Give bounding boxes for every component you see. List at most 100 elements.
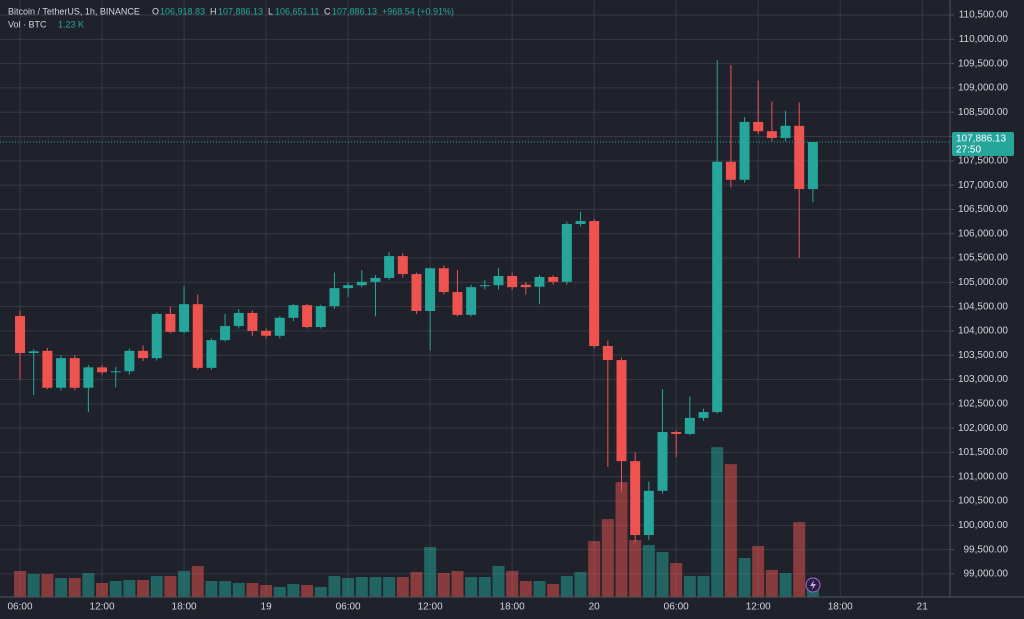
volume-bar <box>519 581 532 597</box>
candle-body <box>165 313 176 332</box>
volume-bar <box>410 572 423 597</box>
volume-name: Vol · BTC <box>8 19 47 29</box>
volume-bar <box>27 574 40 597</box>
volume-bar <box>287 584 300 597</box>
volume-bar <box>41 574 54 597</box>
volume-bar <box>670 563 683 597</box>
candle-body <box>466 287 477 315</box>
y-tick-label: 101,500.00 <box>958 447 1008 458</box>
volume-bar <box>260 585 273 597</box>
candle-body <box>124 350 135 372</box>
y-tick-label: 108,500.00 <box>958 107 1008 118</box>
volume-bar <box>683 576 696 597</box>
change: +968.54 (+0.91%) <box>382 6 454 16</box>
volume-bar <box>478 577 491 597</box>
candle-body <box>384 256 395 278</box>
candle-body <box>575 221 586 224</box>
x-tick-label: 12:00 <box>90 602 115 613</box>
x-tick-label: 12:00 <box>418 602 443 613</box>
y-tick-label: 103,000.00 <box>958 374 1008 385</box>
x-tick-label: 18:00 <box>828 602 853 613</box>
x-tick-label: 06:00 <box>8 602 33 613</box>
open-label: O <box>152 6 159 16</box>
volume-bar <box>246 583 259 597</box>
volume-bar <box>451 571 464 597</box>
volume-bar <box>178 571 191 597</box>
y-tick-label: 99,500.00 <box>964 544 1009 555</box>
volume-bar <box>697 576 710 597</box>
high-value: 107,886.13 <box>218 6 263 16</box>
volume-bar <box>779 573 792 597</box>
open-value: 106,918.83 <box>160 6 205 16</box>
candle-body <box>343 285 354 289</box>
candle-body <box>83 367 94 388</box>
volume-bar <box>711 447 724 597</box>
candle-body <box>589 221 600 346</box>
volume-bar <box>437 573 450 597</box>
volume-bar <box>342 578 355 597</box>
volume-bar <box>14 571 27 597</box>
volume-bar <box>68 578 81 597</box>
candle-body <box>15 315 26 354</box>
last-price-box <box>952 132 1014 157</box>
volume-bar <box>232 583 245 597</box>
candle-body <box>261 330 272 336</box>
candle-body <box>288 305 299 318</box>
header: Bitcoin / TetherUS, 1h, BINANCE O 106,91… <box>8 6 454 29</box>
y-tick-label: 109,000.00 <box>958 83 1008 94</box>
candle-body <box>69 358 80 388</box>
candle-body <box>356 281 367 286</box>
candle-body <box>698 412 709 418</box>
symbol: Bitcoin / TetherUS, 1h, BINANCE <box>8 6 140 16</box>
volume-bar <box>328 576 341 597</box>
y-tick-label: 110,000.00 <box>959 34 1009 45</box>
y-tick-label: 106,500.00 <box>958 204 1008 215</box>
volume-bar <box>273 587 286 597</box>
y-tick-label: 107,000.00 <box>958 180 1008 191</box>
candle-body <box>315 306 326 328</box>
y-tick-label: 106,000.00 <box>958 228 1008 239</box>
y-tick-label: 109,500.00 <box>958 58 1008 69</box>
candle-body <box>493 275 504 286</box>
candle-body <box>220 326 231 341</box>
candle-body <box>520 284 531 288</box>
y-tick-label: 104,000.00 <box>958 326 1008 337</box>
volume-bar <box>301 585 314 597</box>
volume-bar <box>752 546 765 597</box>
candle-body <box>438 268 449 293</box>
volume-bar <box>219 581 232 597</box>
candle-body <box>138 350 149 359</box>
high-label: H <box>210 6 217 16</box>
volume-bar <box>588 541 601 597</box>
volume-bar <box>492 566 505 597</box>
volume-bar <box>724 464 737 597</box>
close-label: C <box>324 6 331 16</box>
volume-bar <box>615 482 628 597</box>
x-tick-label: 21 <box>917 602 929 613</box>
volume-bar <box>205 581 218 597</box>
y-tick-label: 102,500.00 <box>958 398 1008 409</box>
volume-bar <box>601 519 614 597</box>
candle-body <box>753 121 764 132</box>
y-tick-label: 100,000.00 <box>958 520 1008 531</box>
candle-body <box>616 360 627 462</box>
x-tick-label: 18:00 <box>500 602 525 613</box>
y-tick-label: 105,500.00 <box>958 253 1008 264</box>
candle-body <box>247 312 258 331</box>
volume-bar <box>547 584 560 597</box>
alert-bolt <box>810 580 816 590</box>
candle-body <box>739 121 750 180</box>
candle-body <box>794 125 805 190</box>
y-tick-label: 100,500.00 <box>958 496 1008 507</box>
candle-body <box>630 461 641 536</box>
candle-body <box>28 351 39 354</box>
volume-bar <box>560 576 573 597</box>
volume-bar <box>629 540 642 597</box>
candle-body <box>452 292 463 315</box>
candle-body <box>151 313 162 359</box>
y-tick-label: 99,000.00 <box>964 569 1009 580</box>
volume-bar <box>506 571 519 597</box>
volume-bar <box>369 577 382 597</box>
volume-bar <box>96 583 109 597</box>
